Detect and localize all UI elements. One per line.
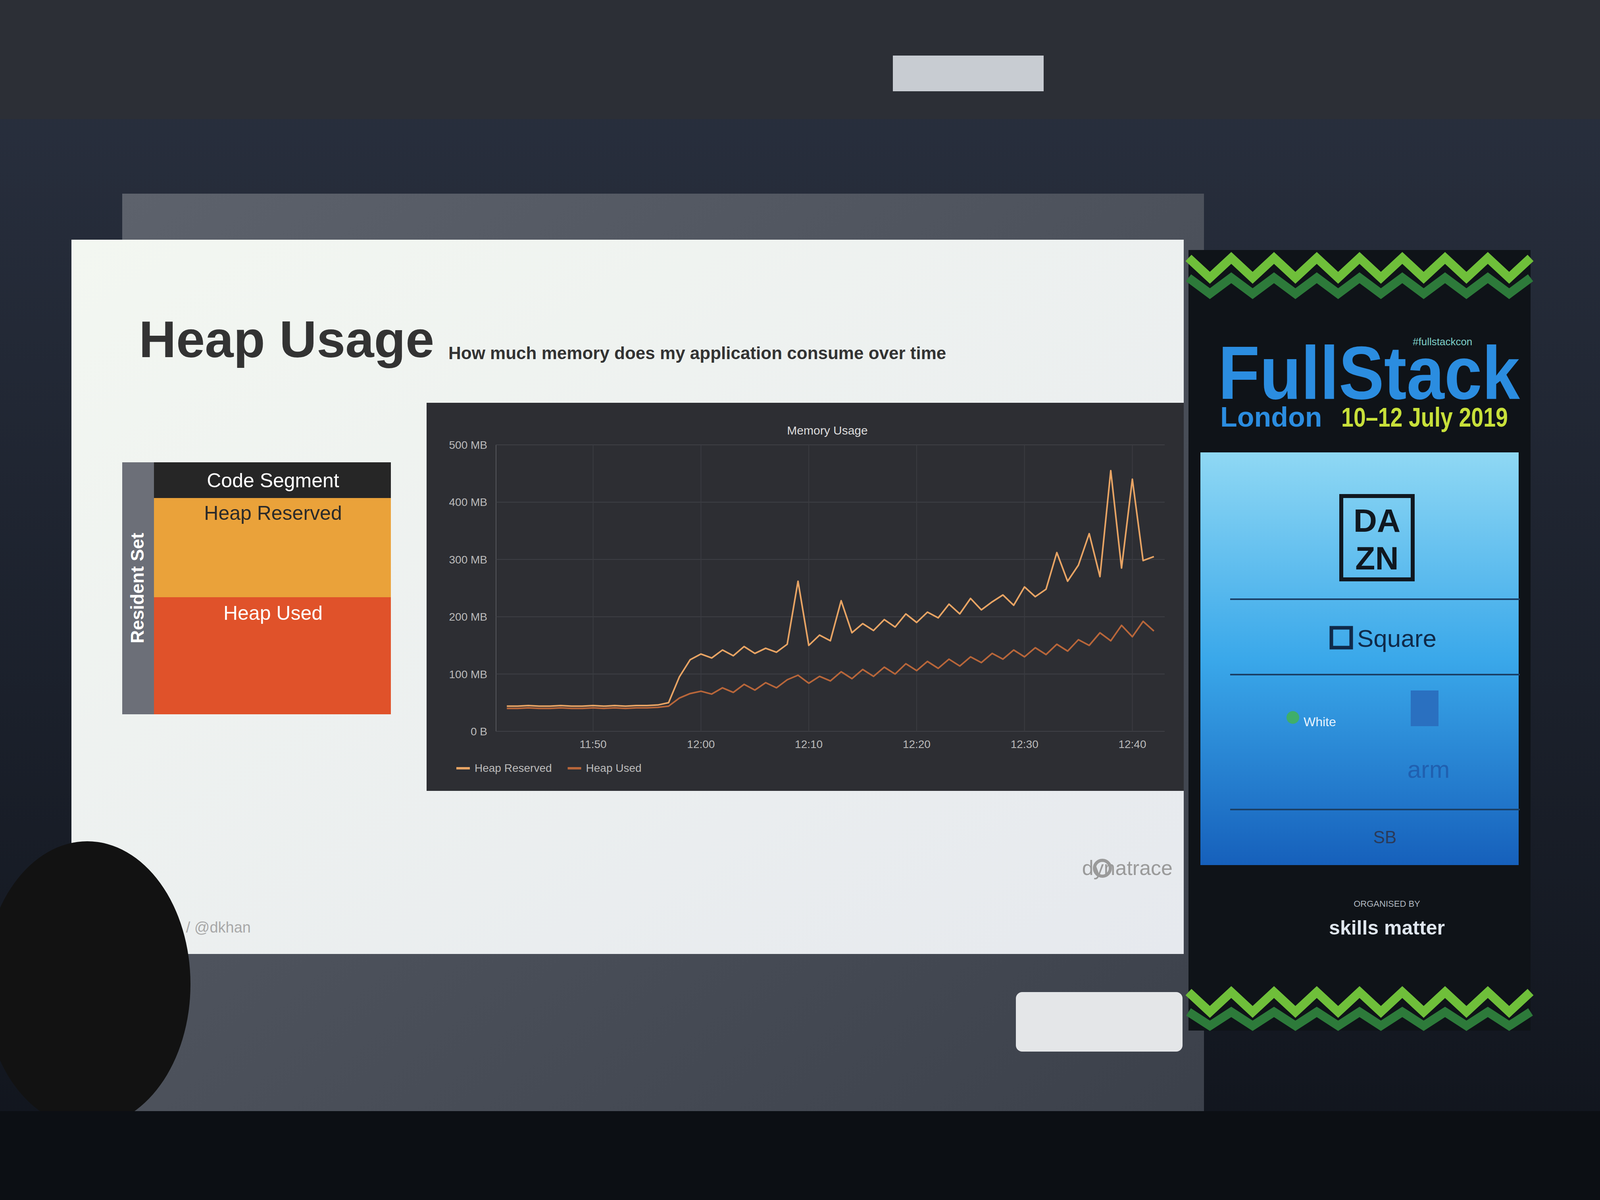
- divider: [1230, 808, 1520, 811]
- floor: [0, 1111, 1600, 1200]
- legend-swatch: [456, 767, 470, 770]
- ceiling-vent: [892, 55, 1044, 92]
- sponsor: SB: [1373, 827, 1397, 847]
- dazn-box: [1341, 496, 1413, 580]
- x-tick-label: 12:20: [902, 738, 931, 751]
- square-icon: [1331, 627, 1352, 648]
- grid-line: [592, 444, 594, 732]
- grid-line: [496, 501, 1165, 503]
- x-axis-line: [496, 730, 1165, 732]
- sponsor: Square: [1357, 624, 1437, 652]
- grid-line: [808, 444, 810, 732]
- zigzag: [1188, 277, 1531, 294]
- x-tick-label: 12:30: [1010, 738, 1039, 751]
- sponsor: arm: [1407, 755, 1450, 783]
- y-tick-label: 500 MB: [449, 438, 488, 452]
- legend-label: Heap Reserved: [474, 761, 552, 775]
- chart-title: Memory Usage: [786, 423, 868, 437]
- slide-title: Heap Usage: [138, 310, 435, 369]
- series-line: [506, 621, 1154, 709]
- slide-subtitle: How much memory does my application cons…: [448, 343, 947, 363]
- y-tick-label: 100 MB: [449, 668, 488, 681]
- resident-set-label: Resident Set: [126, 532, 148, 644]
- sponsor-icon: [1410, 690, 1439, 727]
- slide-logo: dynatrace: [1082, 856, 1173, 880]
- chart-panel: [426, 402, 1184, 791]
- ceiling: [0, 0, 1600, 120]
- dazn-logo: ZN: [1355, 540, 1399, 577]
- segment-label: Heap Reserved: [203, 501, 342, 525]
- memory-segment: [153, 462, 391, 499]
- grid-line: [496, 616, 1165, 618]
- dazn-logo: DA: [1353, 502, 1401, 539]
- y-tick-label: 300 MB: [449, 553, 488, 566]
- zigzag: [1188, 1011, 1531, 1026]
- segment-label: Heap Used: [223, 601, 323, 625]
- legend-swatch: [567, 767, 582, 770]
- divider: [1230, 598, 1520, 600]
- y-tick-label: 400 MB: [449, 496, 488, 509]
- y-tick-label: 200 MB: [449, 610, 488, 624]
- slide-footer: n / @dkhan: [173, 919, 251, 936]
- x-tick-label: 11:50: [579, 738, 607, 751]
- data-group: [506, 470, 1154, 709]
- grid-line: [496, 444, 1165, 446]
- sponsor-panel: [1200, 452, 1519, 866]
- organised-by: ORGANISED BY: [1353, 898, 1421, 909]
- grid-line: [496, 559, 1165, 560]
- scene: Heap Usage How much memory does my applic…: [0, 0, 1600, 1200]
- sponsor: White: [1303, 714, 1337, 729]
- grid-line: [916, 444, 918, 732]
- y-tick-label: 0 B: [470, 725, 488, 738]
- x-tick-label: 12:40: [1118, 738, 1147, 751]
- banner-city: London: [1220, 401, 1323, 433]
- x-tick-label: 12:00: [686, 738, 715, 751]
- room: [0, 0, 1600, 1200]
- memory-segment: [153, 498, 391, 598]
- banner-dates: 10–12 July 2019: [1341, 401, 1508, 433]
- projector: [1015, 992, 1183, 1052]
- sponsor-icon: [1286, 711, 1300, 724]
- x-tick-label: 12:10: [794, 738, 823, 751]
- segment-label: Code Segment: [206, 469, 340, 492]
- grid-line: [700, 444, 702, 732]
- memory-segment: [153, 597, 391, 715]
- y-axis-line: [495, 444, 497, 732]
- slide: [71, 239, 1184, 954]
- series-line: [506, 470, 1154, 707]
- organiser: skills matter: [1328, 916, 1445, 939]
- divider: [1230, 673, 1520, 676]
- legend-label: Heap Used: [586, 761, 642, 775]
- banner: [1188, 250, 1531, 1031]
- grid-line: [496, 673, 1165, 675]
- resident-set-bar: [122, 462, 154, 715]
- audience-head: [0, 841, 191, 1127]
- grid-line: [496, 730, 1165, 732]
